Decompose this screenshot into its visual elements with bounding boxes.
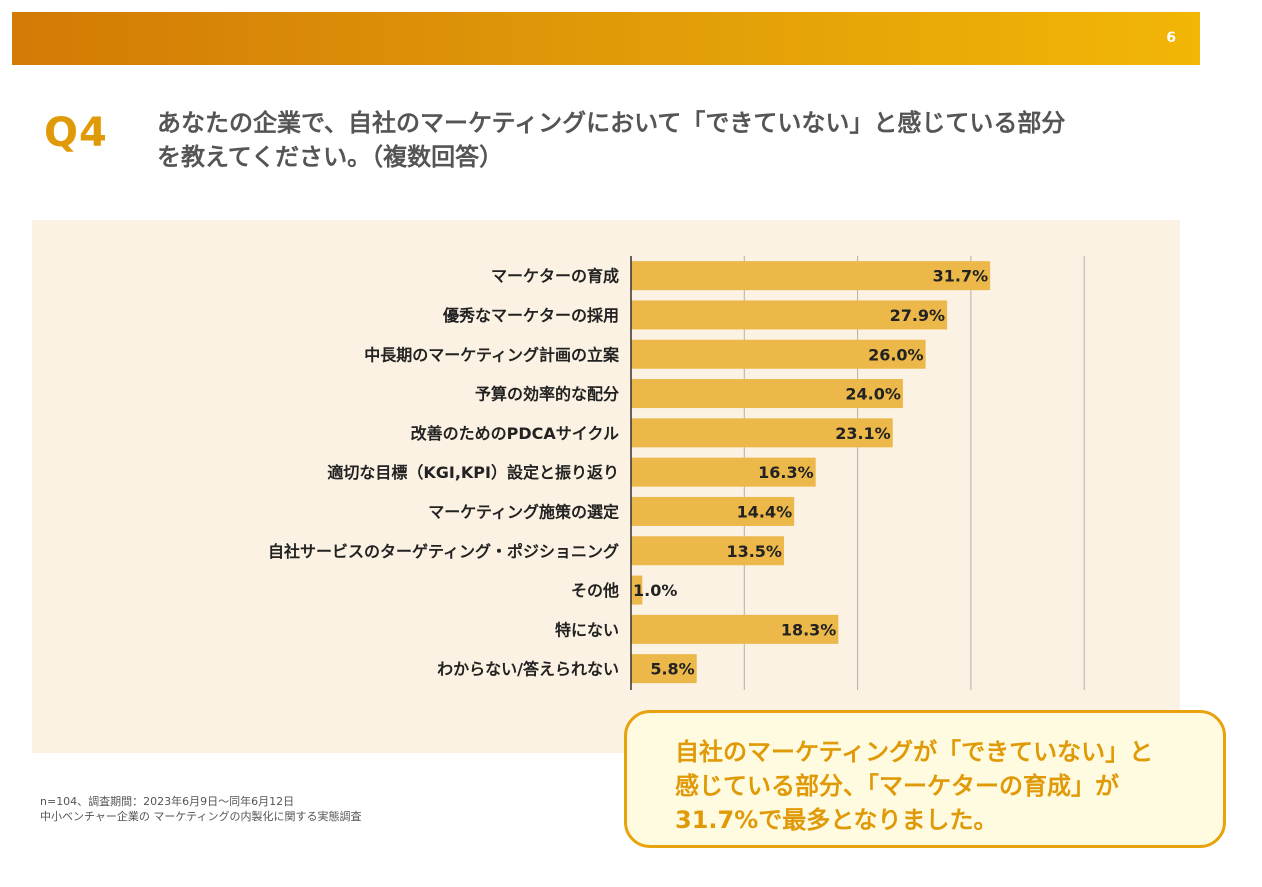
value-label: 13.5% xyxy=(726,542,782,561)
page-number: 6 xyxy=(1166,30,1176,46)
bar xyxy=(631,379,903,409)
value-label: 5.8% xyxy=(650,660,694,679)
bar xyxy=(631,536,784,566)
bar-chart: マーケターの育成 31.7% 優秀なマーケターの採用 27.9% 中長期のマーケティング… xyxy=(268,256,1085,690)
bar xyxy=(631,457,816,487)
callout-line-2: 感じている部分、「マーケターの育成」が xyxy=(675,772,1119,800)
category-label: 特にない xyxy=(555,620,619,639)
callout-line-3: 31.7%で最多となりました。 xyxy=(675,806,998,834)
bar xyxy=(631,575,643,605)
bar xyxy=(631,300,948,330)
bar xyxy=(631,496,795,526)
callout-line-1: 自社のマーケティングが「できていない」と xyxy=(675,738,1154,766)
summary-callout: 自社のマーケティングが「できていない」と 感じている部分、「マーケターの育成」が… xyxy=(624,710,1226,848)
category-label: マーケターの育成 xyxy=(491,267,619,286)
category-label: マーケティング施策の選定 xyxy=(428,502,619,521)
value-label: 16.3% xyxy=(758,463,814,482)
question-text: あなたの企業で、自社のマーケティングにおいて「できていない」と感じている部分 を… xyxy=(157,106,1167,174)
value-label: 24.0% xyxy=(845,385,901,404)
bar xyxy=(631,614,839,644)
bar xyxy=(631,261,991,291)
category-label: 中長期のマーケティング計画の立案 xyxy=(364,345,620,364)
value-label: 27.9% xyxy=(890,306,946,325)
category-label: 自社サービスのターゲティング・ポジショニング xyxy=(268,542,619,561)
header-bar: 6 xyxy=(12,12,1200,65)
value-label: 14.4% xyxy=(737,502,793,521)
footnote-survey-title: 中小ベンチャー企業の マーケティングの内製化に関する実態調査 xyxy=(40,810,362,823)
footnote-survey-info: n=104、調査期間：2023年6月9日〜同年6月12日 xyxy=(40,795,295,808)
question-line-2: を教えてください。（複数回答） xyxy=(157,143,504,171)
category-label: 適切な目標（KGI,KPI）設定と振り返り xyxy=(327,463,619,482)
question-number: Q4 xyxy=(44,110,108,156)
bar xyxy=(631,654,697,684)
bar xyxy=(631,418,893,448)
category-label: 改善のためのPDCAサイクル xyxy=(411,424,619,443)
category-label: 予算の効率的な配分 xyxy=(475,385,619,404)
bar xyxy=(631,339,926,369)
category-label: 優秀なマーケターの採用 xyxy=(442,306,619,325)
category-label: その他 xyxy=(571,581,619,600)
value-label: 18.3% xyxy=(781,620,837,639)
footnote: n=104、調査期間：2023年6月9日〜同年6月12日 中小ベンチャー企業の … xyxy=(40,794,362,824)
category-label: わからない/答えられない xyxy=(437,660,619,679)
chart-panel: マーケターの育成 31.7% 優秀なマーケターの採用 27.9% 中長期のマーケティング… xyxy=(32,220,1180,753)
value-label: 23.1% xyxy=(835,424,891,443)
question-line-1: あなたの企業で、自社のマーケティングにおいて「できていない」と感じている部分 xyxy=(157,109,1066,137)
value-label: 31.7% xyxy=(933,267,989,286)
value-label: 1.0% xyxy=(633,581,677,600)
value-label: 26.0% xyxy=(868,345,924,364)
